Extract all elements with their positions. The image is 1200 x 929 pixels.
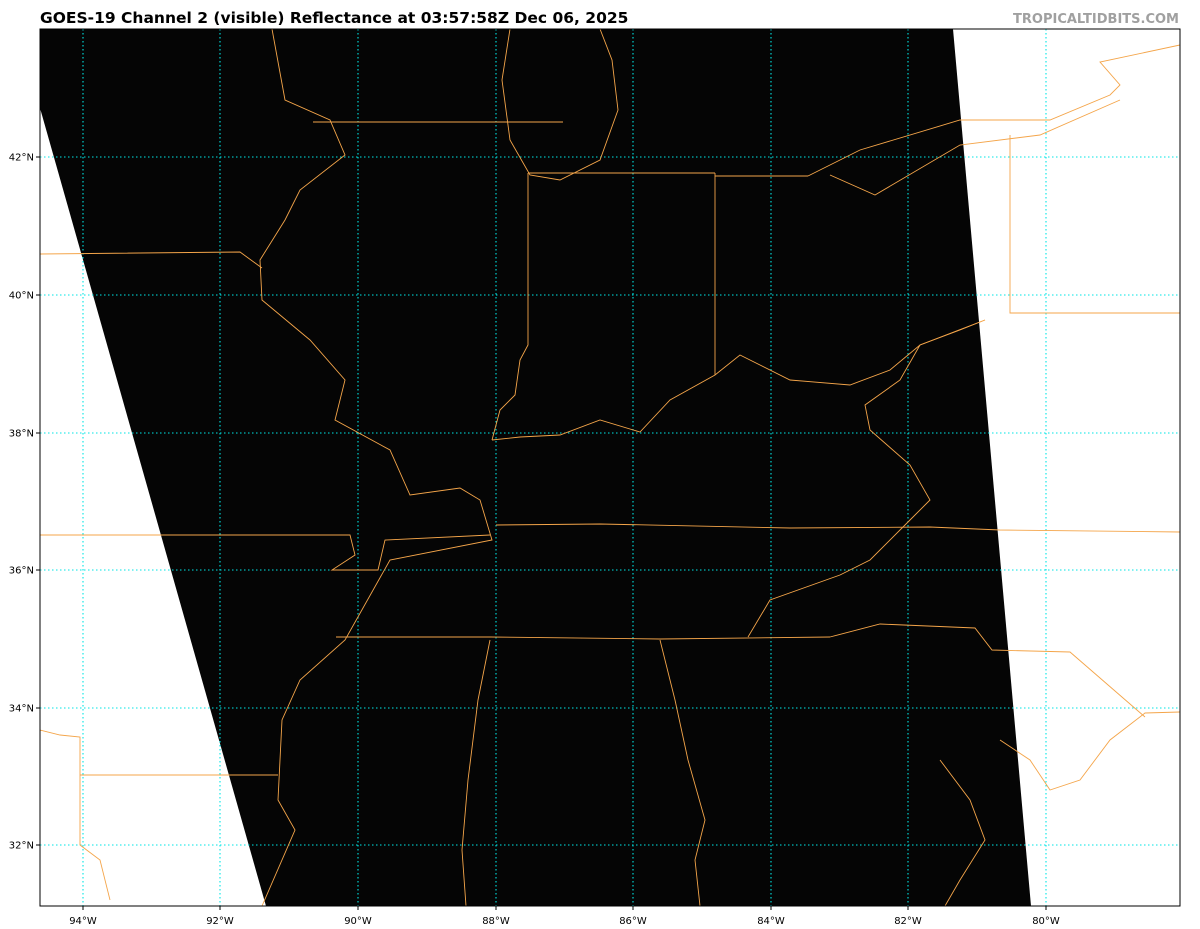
state-borders <box>40 29 1180 906</box>
lake-erie-south-shore <box>829 99 1121 196</box>
lon-label: 84°W <box>757 916 785 927</box>
lon-label: 88°W <box>482 916 510 927</box>
map-title: GOES-19 Channel 2 (visible) Reflectance … <box>40 9 629 27</box>
lake-erie-north-shore <box>807 44 1180 177</box>
lat-label: 34°N <box>9 704 34 715</box>
mississippi-river <box>259 29 493 906</box>
border-alabama-georgia <box>659 639 706 906</box>
border-iowa-missouri <box>40 251 263 269</box>
border-georgia-nc <box>829 623 1146 718</box>
lon-label: 86°W <box>619 916 647 927</box>
lon-label: 92°W <box>206 916 234 927</box>
lat-label: 40°N <box>9 291 34 302</box>
lat-label: 32°N <box>9 841 34 852</box>
border-virginia-kentucky <box>747 319 986 638</box>
lat-label: 42°N <box>9 153 34 164</box>
lon-label: 80°W <box>1032 916 1060 927</box>
credit-watermark: TROPICALTIDBITS.COM <box>1013 12 1179 27</box>
lon-label: 90°W <box>344 916 372 927</box>
map-frame <box>39 28 1181 907</box>
border-tennessee-south <box>336 636 831 640</box>
border-pennsylvania <box>1009 135 1180 314</box>
georgia-coast <box>939 759 986 906</box>
border-mississippi-alabama <box>461 639 491 906</box>
lon-label: 82°W <box>894 916 922 927</box>
ohio-river <box>491 319 986 441</box>
lat-label: 36°N <box>9 566 34 577</box>
border-texas-louisiana <box>40 729 111 901</box>
border-missouri-arkansas <box>40 534 491 571</box>
border-kentucky-tennessee <box>495 523 1180 533</box>
satellite-imagery-swath <box>40 29 1031 906</box>
lake-michigan-shore <box>501 29 619 181</box>
lon-label: 94°W <box>69 916 97 927</box>
atlantic-coastline <box>999 711 1180 791</box>
lat-label: 38°N <box>9 429 34 440</box>
border-indiana-west <box>491 173 529 441</box>
